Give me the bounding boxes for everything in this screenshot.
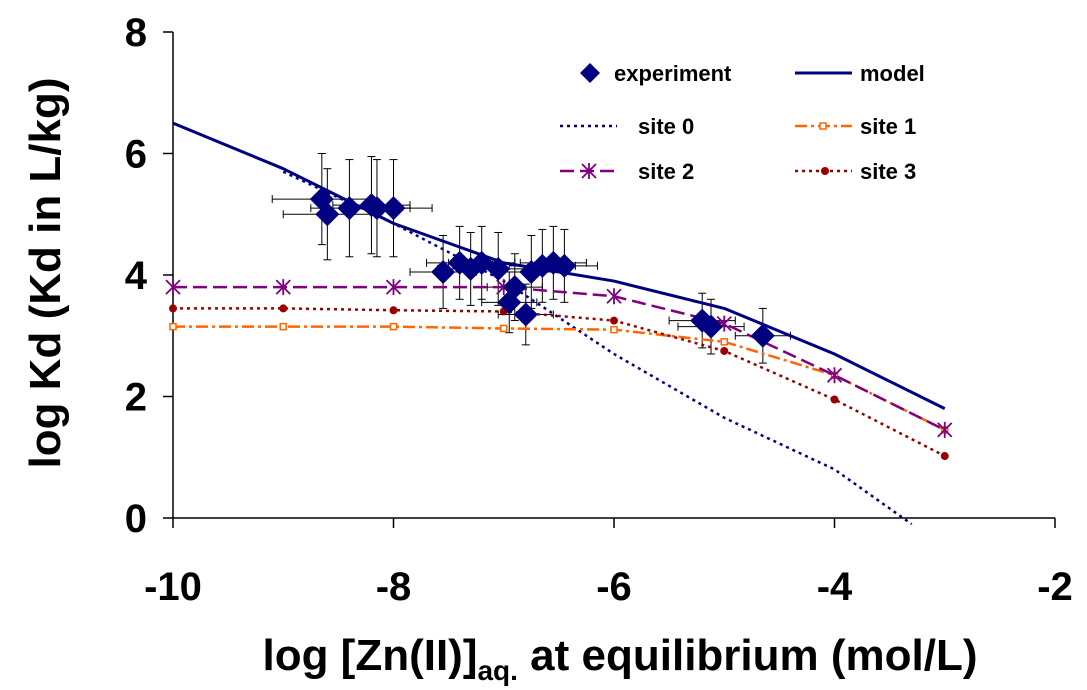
legend-entry-site-3: site 3	[795, 159, 916, 184]
x-axis-title-sub: aq.	[477, 655, 517, 686]
series-experiment	[309, 187, 775, 348]
series-site1	[169, 322, 949, 434]
x-tick-label: -2	[1037, 565, 1073, 609]
data-point	[486, 256, 511, 281]
legend-label-model: model	[860, 61, 925, 86]
legend-label-site-0: site 0	[638, 114, 694, 139]
data-point	[606, 288, 622, 305]
x-tick-label: -10	[144, 565, 202, 609]
data-point	[552, 253, 577, 278]
y-tick-label: 0	[125, 497, 147, 541]
series-layer	[165, 121, 953, 526]
data-point	[502, 275, 527, 300]
data-point	[389, 322, 398, 331]
legend-label-site-1: site 1	[860, 114, 916, 139]
data-point	[830, 395, 839, 404]
x-axis-title: log [Zn(II)]aq. at equilibrium (mol/L)	[262, 631, 977, 686]
series-line-site3	[173, 307, 946, 458]
data-point	[169, 322, 177, 331]
series-site2	[165, 279, 953, 438]
data-point	[750, 323, 775, 348]
data-point	[431, 259, 456, 284]
series-site0	[282, 170, 913, 526]
data-point	[381, 196, 406, 221]
data-point	[610, 325, 618, 334]
data-point	[337, 196, 362, 221]
data-point	[275, 279, 291, 296]
legend-entry-site-0: site 0	[560, 114, 694, 139]
data-point	[513, 302, 538, 327]
legend-entry-experiment: experiment	[580, 61, 732, 86]
data-point	[279, 322, 287, 331]
legend-label-site-2: site 2	[638, 159, 694, 184]
series-line-site1	[173, 325, 946, 432]
data-point	[699, 314, 724, 339]
y-tick-label: 6	[125, 133, 147, 177]
data-point	[385, 279, 402, 296]
data-point	[720, 338, 728, 346]
y-axis-title: log Kd (Kd in L/kg)	[21, 77, 70, 468]
data-point	[720, 346, 729, 355]
data-point	[169, 304, 177, 313]
legend-label-site-3: site 3	[860, 159, 916, 184]
data-point	[279, 304, 288, 313]
legend-entry-site-1: site 1	[795, 114, 916, 139]
data-point	[315, 202, 340, 227]
y-tick-label: 4	[125, 254, 148, 298]
y-tick-label: 2	[125, 376, 147, 420]
data-point	[364, 196, 389, 221]
data-point	[826, 367, 843, 384]
series-site3	[169, 304, 949, 461]
legend-marker-experiment	[580, 63, 600, 83]
series-line-site2	[173, 285, 946, 432]
legend-entry-site-2: site 2	[560, 159, 694, 184]
legend-marker-site-1	[819, 122, 827, 130]
legend: experiment model site 0 site 1 site 2 si…	[560, 61, 925, 184]
x-tick-label: -8	[376, 565, 412, 609]
series-line-site0	[282, 170, 913, 526]
axes: 0 2 4 6 8 -10 -8 -6 -4 -2	[125, 11, 1073, 609]
data-point	[500, 324, 508, 333]
legend-marker-site-3	[821, 167, 829, 175]
data-point	[937, 421, 953, 438]
data-point	[165, 279, 181, 296]
x-axis-title-tail: at equilibrium (mol/L)	[518, 631, 978, 680]
data-point	[940, 452, 949, 461]
x-tick-label: -6	[596, 565, 632, 609]
data-point	[610, 316, 618, 325]
legend-entry-model: model	[795, 61, 925, 86]
y-tick-label: 8	[125, 11, 147, 55]
x-axis-title-main: log [Zn(II)]	[262, 631, 477, 680]
data-point	[389, 306, 398, 315]
x-tick-label: -4	[817, 565, 853, 609]
legend-marker-site-2	[581, 163, 597, 179]
legend-label-experiment: experiment	[614, 61, 732, 86]
